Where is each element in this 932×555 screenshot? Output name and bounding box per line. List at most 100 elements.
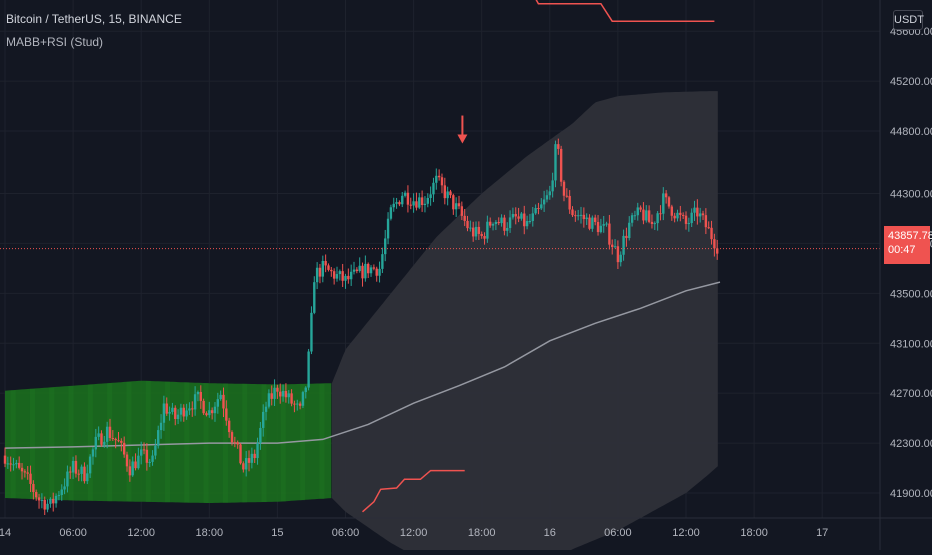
candle-body[interactable] [559,148,563,182]
candle-body[interactable] [17,462,21,468]
candle-body[interactable] [71,460,75,473]
candle-body[interactable] [52,498,55,504]
candle-body[interactable] [298,403,302,406]
candle-body[interactable] [349,271,353,280]
candle-body[interactable] [103,441,106,445]
candle-body[interactable] [40,499,44,501]
candle-body[interactable] [659,213,662,215]
candle-body[interactable] [452,195,455,210]
candle-body[interactable] [46,503,49,510]
candle-body[interactable] [222,394,225,409]
candle-body[interactable] [324,260,327,266]
candle-body[interactable] [415,201,418,208]
candle-body[interactable] [673,215,676,219]
candle-body[interactable] [622,235,625,255]
candle-body[interactable] [347,275,350,280]
candle-body[interactable] [253,453,256,459]
x-tick-label[interactable]: 12:00 [672,527,700,539]
candle-body[interactable] [602,224,605,226]
candle-body[interactable] [435,175,438,183]
candle-body[interactable] [114,438,117,441]
candle-body[interactable] [693,207,696,213]
candle-body[interactable] [182,407,185,417]
candle-body[interactable] [483,236,486,239]
candle-body[interactable] [588,217,591,229]
candle-body[interactable] [279,391,282,397]
candle-body[interactable] [264,406,268,412]
candle-body[interactable] [409,204,412,206]
candlesticks[interactable] [3,138,719,516]
y-tick-label[interactable]: 41900.00 [890,488,932,500]
candle-body[interactable] [355,269,359,272]
candle-body[interactable] [707,227,710,229]
candle-body[interactable] [210,410,214,414]
candle-body[interactable] [542,199,546,205]
candle-body[interactable] [140,449,143,456]
candle-body[interactable] [381,254,384,269]
y-tick-label[interactable]: 44300.00 [890,188,932,200]
candle-body[interactable] [650,221,654,224]
candle-body[interactable] [432,182,435,195]
candle-body[interactable] [174,407,177,420]
x-tick-label[interactable]: 12:00 [127,527,155,539]
candle-body[interactable] [486,221,489,239]
candle-body[interactable] [497,222,500,224]
candle-body[interactable] [642,209,645,221]
x-tick-label[interactable]: 14 [0,527,11,539]
candle-body[interactable] [159,422,163,431]
candle-body[interactable] [171,407,174,412]
candle-body[interactable] [213,406,217,414]
x-tick-label[interactable]: 06:00 [332,527,360,539]
candle-body[interactable] [219,394,222,400]
candle-body[interactable] [276,387,279,392]
candle-body[interactable] [358,265,361,272]
candle-body[interactable] [230,432,234,443]
candle-body[interactable] [332,271,336,279]
candle-body[interactable] [327,265,330,270]
candle-body[interactable] [247,458,251,463]
candle-body[interactable] [420,197,424,206]
candle-body[interactable] [69,471,72,473]
candle-body[interactable] [619,254,622,263]
candle-body[interactable] [429,194,432,198]
candle-body[interactable] [168,411,171,414]
candle-body[interactable] [233,442,237,444]
candle-body[interactable] [137,455,140,469]
candle-body[interactable] [508,217,512,228]
candle-body[interactable] [596,221,600,233]
candle-body[interactable] [412,201,415,206]
candle-body[interactable] [202,400,205,414]
x-tick-label[interactable]: 18:00 [468,527,496,539]
candle-body[interactable] [398,202,401,205]
candle-body[interactable] [293,403,296,405]
candle-body[interactable] [290,393,293,404]
x-tick-label[interactable]: 16 [544,527,556,539]
candle-body[interactable] [491,224,495,226]
candle-body[interactable] [664,193,668,198]
candle-body[interactable] [679,212,682,215]
candle-body[interactable] [154,445,157,456]
candle-body[interactable] [259,427,262,444]
candle-body[interactable] [466,220,469,229]
candle-body[interactable] [117,440,120,442]
candle-body[interactable] [653,223,656,225]
candle-body[interactable] [273,387,276,399]
candle-body[interactable] [369,267,373,274]
candle-body[interactable] [315,267,319,283]
candle-body[interactable] [12,464,15,466]
candle-body[interactable] [287,393,290,398]
candle-body[interactable] [157,430,160,446]
candle-body[interactable] [525,221,529,227]
candle-body[interactable] [145,449,149,463]
candle-body[interactable] [142,449,146,451]
y-tick-label[interactable]: 43500.00 [890,288,932,300]
candle-body[interactable] [63,486,66,490]
candle-body[interactable] [105,426,109,442]
candle-body[interactable] [656,213,659,224]
candle-body[interactable] [134,461,137,469]
candle-body[interactable] [698,213,702,217]
candle-body[interactable] [176,414,180,420]
candle-body[interactable] [57,494,61,496]
candle-body[interactable] [494,222,498,225]
